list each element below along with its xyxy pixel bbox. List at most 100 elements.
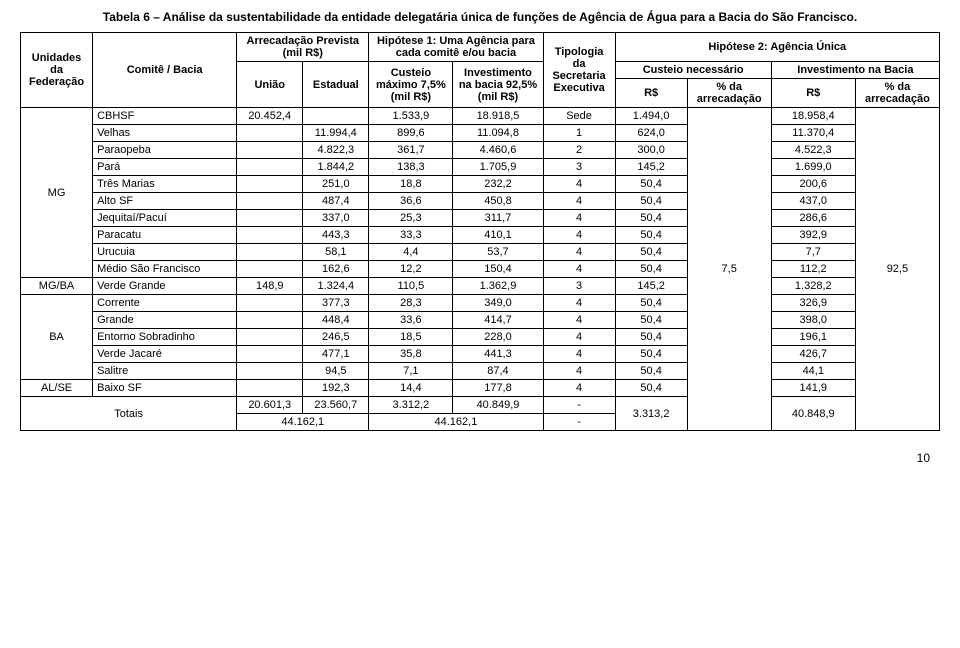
table-row: Velhas11.994,4899,611.094,81624,011.370,… <box>21 125 940 142</box>
hdr-hip2: Hipótese 2: Agência Única <box>615 33 939 62</box>
tip-cell: Sede <box>543 108 615 125</box>
uniao-cell <box>237 312 303 329</box>
est-cell: 443,3 <box>303 227 369 244</box>
comite-cell: Três Marias <box>93 176 237 193</box>
comite-cell: Médio São Francisco <box>93 261 237 278</box>
comite-cell: Verde Jacaré <box>93 346 237 363</box>
cust-cell: 18,5 <box>369 329 453 346</box>
pct1-cell: 7,5 <box>687 108 771 431</box>
rs1-cell: 50,4 <box>615 227 687 244</box>
tip-cell: 1 <box>543 125 615 142</box>
hdr-arrec: Arrecadação Prevista (mil R$) <box>237 33 369 62</box>
tip-cell: 4 <box>543 346 615 363</box>
est-cell: 58,1 <box>303 244 369 261</box>
rs1-cell: 1.494,0 <box>615 108 687 125</box>
tip-cell: 4 <box>543 380 615 397</box>
table-row: Salitre94,57,187,4450,444,1 <box>21 363 940 380</box>
table-row: Grande448,433,6414,7450,4398,0 <box>21 312 940 329</box>
inv-cell: 349,0 <box>453 295 543 312</box>
totals-cust: 3.312,2 <box>369 397 453 414</box>
cust-cell: 33,3 <box>369 227 453 244</box>
inv-cell: 414,7 <box>453 312 543 329</box>
table-row: MG/BAVerde Grande148,91.324,4110,51.362,… <box>21 278 940 295</box>
rs1-cell: 50,4 <box>615 193 687 210</box>
rs2-cell: 392,9 <box>771 227 855 244</box>
inv-cell: 11.094,8 <box>453 125 543 142</box>
rs2-cell: 326,9 <box>771 295 855 312</box>
uniao-cell <box>237 295 303 312</box>
uf-cell: BA <box>21 295 93 380</box>
comite-cell: Urucuia <box>93 244 237 261</box>
table-row: Paracatu443,333,3410,1450,4392,9 <box>21 227 940 244</box>
table-row: MGCBHSF20.452,41.533,918.918,5Sede1.494,… <box>21 108 940 125</box>
tip-cell: 4 <box>543 329 615 346</box>
hdr-rs-a: R$ <box>615 79 687 108</box>
table-title: Tabela 6 – Análise da sustentabilidade d… <box>20 10 940 24</box>
table-row: Três Marias251,018,8232,2450,4200,6 <box>21 176 940 193</box>
comite-cell: Alto SF <box>93 193 237 210</box>
inv-cell: 228,0 <box>453 329 543 346</box>
rs1-cell: 50,4 <box>615 210 687 227</box>
tip-cell: 4 <box>543 363 615 380</box>
totals-inv: 40.849,9 <box>453 397 543 414</box>
inv-cell: 450,8 <box>453 193 543 210</box>
rs1-cell: 50,4 <box>615 176 687 193</box>
inv-cell: 1.705,9 <box>453 159 543 176</box>
rs1-cell: 50,4 <box>615 346 687 363</box>
est-cell: 1.844,2 <box>303 159 369 176</box>
comite-cell: Velhas <box>93 125 237 142</box>
cust-cell: 12,2 <box>369 261 453 278</box>
pct2-cell: 92,5 <box>855 108 939 431</box>
rs1-cell: 50,4 <box>615 363 687 380</box>
hdr-invest: Investimento na bacia 92,5% (mil R$) <box>453 62 543 108</box>
comite-cell: Corrente <box>93 295 237 312</box>
hdr-invbacia: Investimento na Bacia <box>771 62 939 79</box>
hdr-pct-b: % da arrecadação <box>855 79 939 108</box>
cust-cell: 4,4 <box>369 244 453 261</box>
est-cell: 337,0 <box>303 210 369 227</box>
uniao-cell <box>237 125 303 142</box>
hdr-comite: Comitê / Bacia <box>93 33 237 108</box>
uniao-cell <box>237 329 303 346</box>
inv-cell: 177,8 <box>453 380 543 397</box>
totals-arrec: 44.162,1 <box>237 414 369 431</box>
est-cell: 1.324,4 <box>303 278 369 295</box>
comite-cell: Verde Grande <box>93 278 237 295</box>
uniao-cell <box>237 210 303 227</box>
uniao-cell: 148,9 <box>237 278 303 295</box>
est-cell: 448,4 <box>303 312 369 329</box>
hdr-uf: Unidades da Federação <box>21 33 93 108</box>
est-cell: 477,1 <box>303 346 369 363</box>
inv-cell: 1.362,9 <box>453 278 543 295</box>
inv-cell: 53,7 <box>453 244 543 261</box>
page-number: 10 <box>20 451 940 465</box>
uniao-cell <box>237 380 303 397</box>
hdr-rs-b: R$ <box>771 79 855 108</box>
hdr-pct-a: % da arrecadação <box>687 79 771 108</box>
rs2-cell: 141,9 <box>771 380 855 397</box>
rs2-cell: 426,7 <box>771 346 855 363</box>
rs2-cell: 4.522,3 <box>771 142 855 159</box>
tip-cell: 4 <box>543 244 615 261</box>
sustainability-table: Unidades da Federação Comitê / Bacia Arr… <box>20 32 940 431</box>
uf-cell: AL/SE <box>21 380 93 397</box>
inv-cell: 311,7 <box>453 210 543 227</box>
inv-cell: 232,2 <box>453 176 543 193</box>
uniao-cell <box>237 176 303 193</box>
cust-cell: 18,8 <box>369 176 453 193</box>
totals-uniao: 20.601,3 <box>237 397 303 414</box>
rs2-cell: 44,1 <box>771 363 855 380</box>
uniao-cell <box>237 227 303 244</box>
rs1-cell: 50,4 <box>615 261 687 278</box>
cust-cell: 138,3 <box>369 159 453 176</box>
rs1-cell: 50,4 <box>615 380 687 397</box>
hdr-custnec: Custeio necessário <box>615 62 771 79</box>
est-cell: 377,3 <box>303 295 369 312</box>
uniao-cell <box>237 193 303 210</box>
comite-cell: Jequitaí/Pacuí <box>93 210 237 227</box>
cust-cell: 899,6 <box>369 125 453 142</box>
comite-cell: Baixo SF <box>93 380 237 397</box>
rs2-cell: 286,6 <box>771 210 855 227</box>
inv-cell: 441,3 <box>453 346 543 363</box>
uniao-cell <box>237 159 303 176</box>
